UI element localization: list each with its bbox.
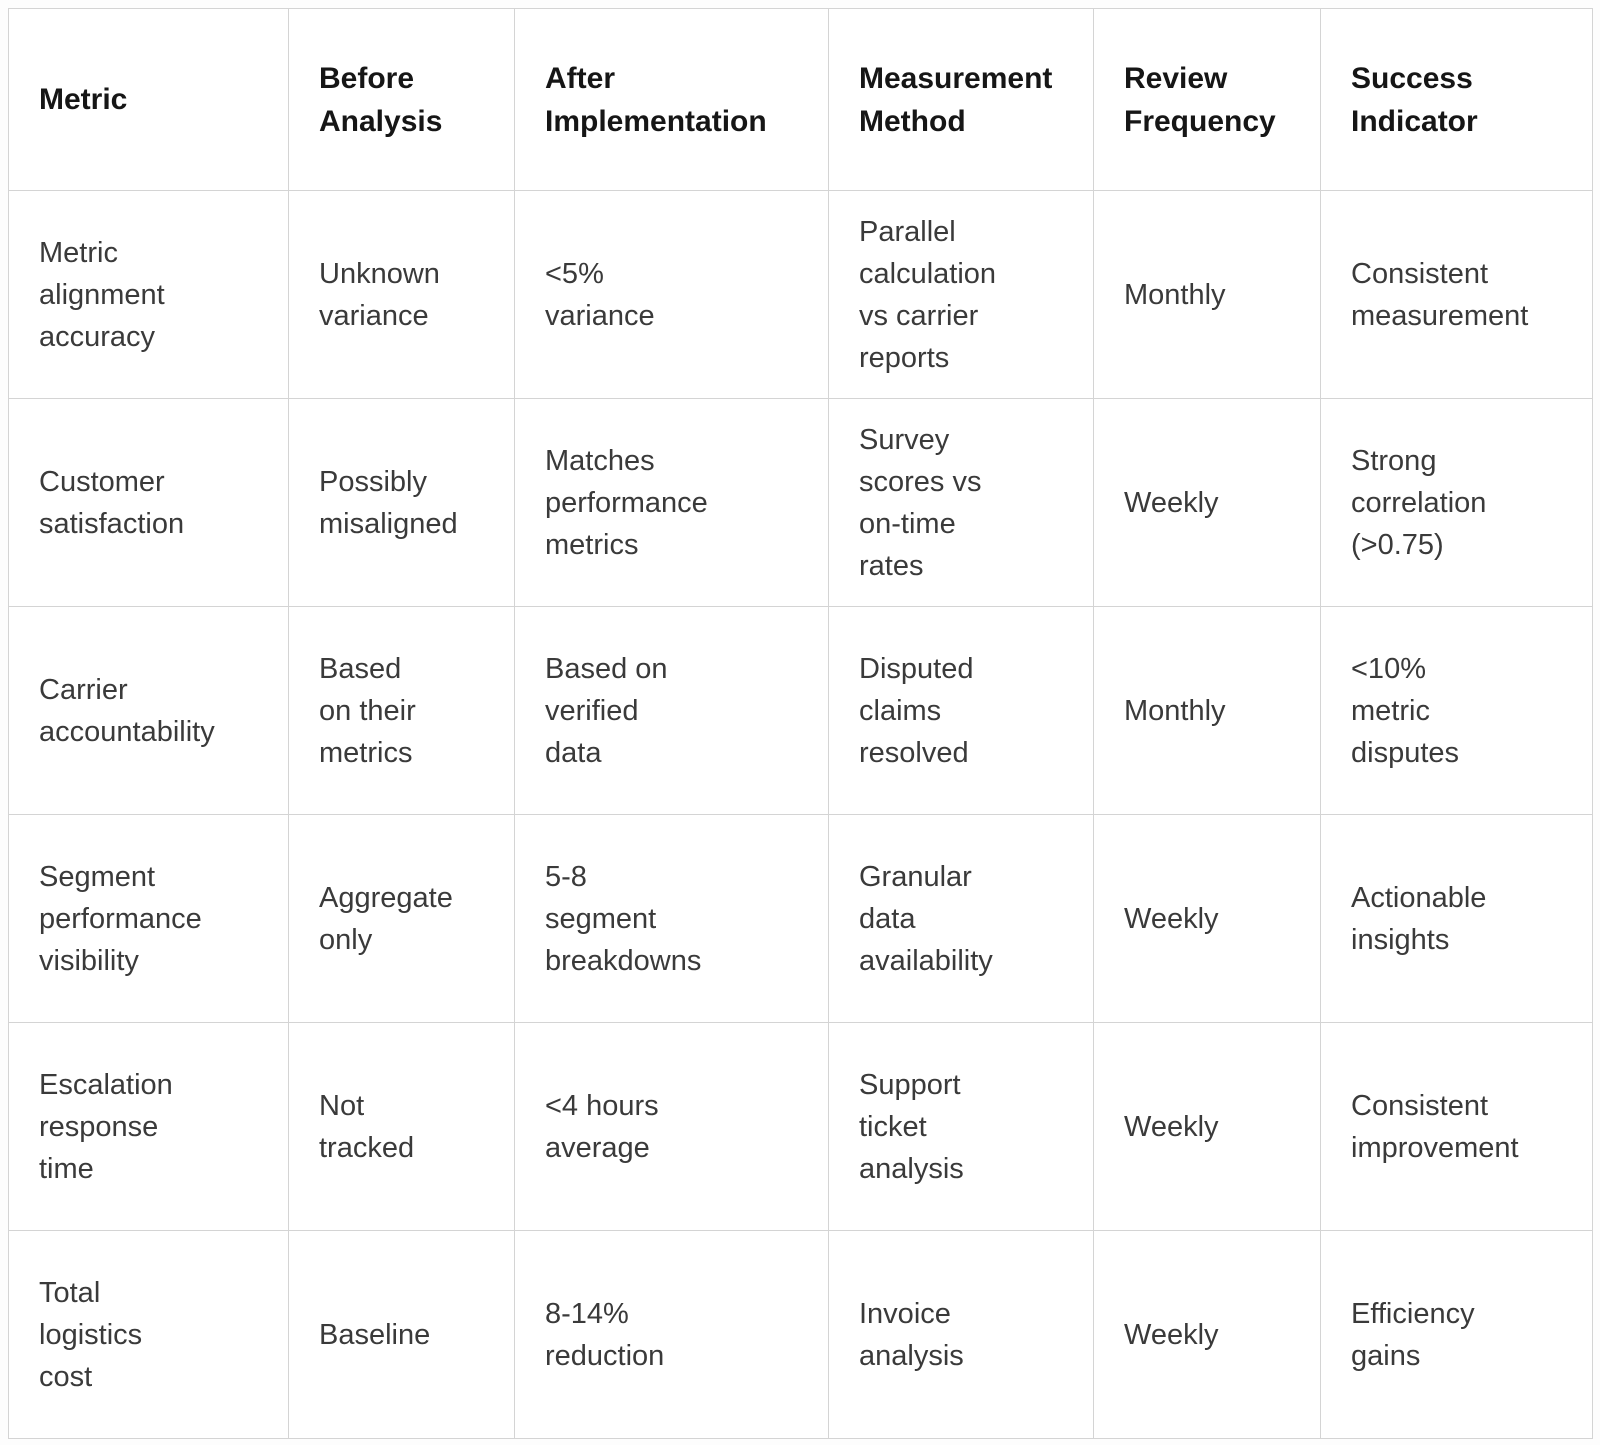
cell-metric: Carrier accountability [8, 606, 289, 815]
cell-after-implementation: <5% variance [514, 190, 829, 399]
column-header-metric: Metric [8, 8, 289, 191]
cell-measurement-method: Parallel calculation vs carrier reports [828, 190, 1094, 399]
cell-metric: Customer satisfaction [8, 398, 289, 607]
cell-after-implementation: Matches performance metrics [514, 398, 829, 607]
cell-before-analysis: Baseline [288, 1230, 515, 1439]
cell-before-analysis: Possibly misaligned [288, 398, 515, 607]
cell-measurement-method: Support ticket analysis [828, 1022, 1094, 1231]
cell-review-frequency: Monthly [1093, 606, 1321, 815]
cell-after-implementation: Based on verified data [514, 606, 829, 815]
column-header-review-frequency: Review Frequency [1093, 8, 1321, 191]
column-header-before-analysis: Before Analysis [288, 8, 515, 191]
table-row: Customer satisfaction Possibly misaligne… [8, 398, 1593, 607]
cell-review-frequency: Weekly [1093, 1022, 1321, 1231]
table-row: Metric alignment accuracy Unknown varian… [8, 190, 1593, 399]
cell-success-indicator: Actionable insights [1320, 814, 1593, 1023]
cell-before-analysis: Based on their metrics [288, 606, 515, 815]
cell-measurement-method: Survey scores vs on-time rates [828, 398, 1094, 607]
cell-measurement-method: Granular data availability [828, 814, 1094, 1023]
cell-review-frequency: Weekly [1093, 1230, 1321, 1439]
table-row: Segment performance visibility Aggregate… [8, 814, 1593, 1023]
cell-review-frequency: Weekly [1093, 814, 1321, 1023]
cell-measurement-method: Invoice analysis [828, 1230, 1094, 1439]
cell-after-implementation: 8-14% reduction [514, 1230, 829, 1439]
column-header-success-indicator: Success Indicator [1320, 8, 1593, 191]
cell-before-analysis: Not tracked [288, 1022, 515, 1231]
cell-after-implementation: 5-8 segment breakdowns [514, 814, 829, 1023]
cell-before-analysis: Unknown variance [288, 190, 515, 399]
cell-metric: Total logistics cost [8, 1230, 289, 1439]
cell-success-indicator: Efficiency gains [1320, 1230, 1593, 1439]
cell-after-implementation: <4 hours average [514, 1022, 829, 1231]
column-header-measurement-method: Measurement Method [828, 8, 1094, 191]
cell-review-frequency: Monthly [1093, 190, 1321, 399]
header-row: Metric Before Analysis After Implementat… [8, 8, 1593, 191]
cell-success-indicator: Consistent improvement [1320, 1022, 1593, 1231]
cell-metric: Segment performance visibility [8, 814, 289, 1023]
cell-metric: Metric alignment accuracy [8, 190, 289, 399]
table-row: Total logistics cost Baseline 8-14% redu… [8, 1230, 1593, 1439]
cell-review-frequency: Weekly [1093, 398, 1321, 607]
cell-success-indicator: Consistent measurement [1320, 190, 1593, 399]
metrics-table: Metric Before Analysis After Implementat… [8, 8, 1593, 1439]
cell-measurement-method: Disputed claims resolved [828, 606, 1094, 815]
column-header-after-implementation: After Implementation [514, 8, 829, 191]
table-row: Carrier accountability Based on their me… [8, 606, 1593, 815]
table-row: Escalation response time Not tracked <4 … [8, 1022, 1593, 1231]
cell-success-indicator: <10% metric disputes [1320, 606, 1593, 815]
cell-before-analysis: Aggregate only [288, 814, 515, 1023]
cell-metric: Escalation response time [8, 1022, 289, 1231]
cell-success-indicator: Strong correlation (>0.75) [1320, 398, 1593, 607]
